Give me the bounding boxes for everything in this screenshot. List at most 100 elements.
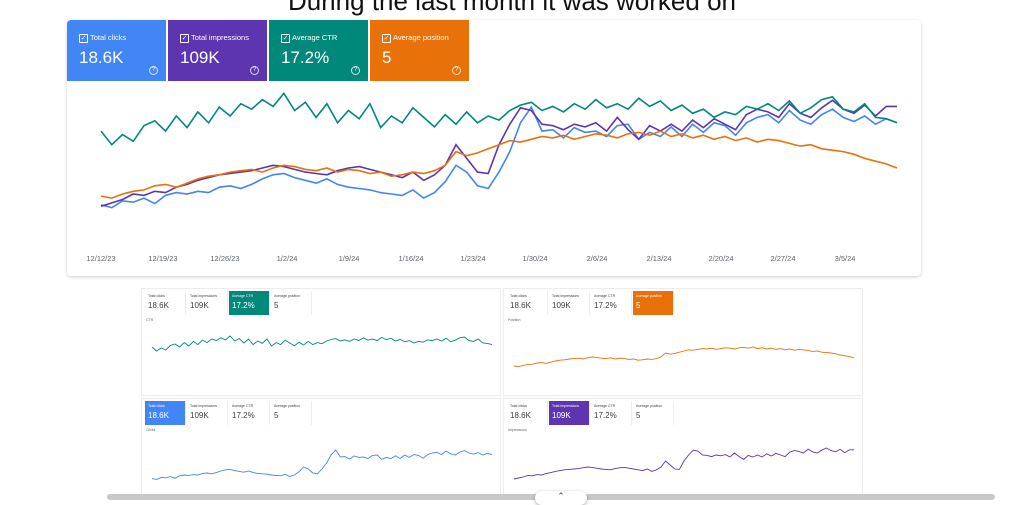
mini-axis-title: Clicks (146, 428, 156, 432)
x-tick-label: 1/9/24 (339, 254, 360, 263)
tile-value: 109K (180, 48, 220, 67)
mini-series-line (513, 447, 854, 480)
x-tick-label: 1/30/24 (522, 254, 547, 263)
tile-value: 17.2% (281, 48, 330, 67)
x-tick-label: 12/19/23 (148, 254, 177, 263)
help-circle-icon[interactable]: ? (250, 66, 259, 75)
series-line-total-clicks (100, 105, 898, 209)
mini-line-chart (513, 447, 854, 480)
mini-tile[interactable]: Average CTR 17.2% (591, 291, 632, 315)
checkbox-icon[interactable]: ✓ (281, 34, 290, 43)
help-circle-icon[interactable]: ? (351, 66, 360, 75)
mini-metric-tiles: Total clicks 18.6K Total impressions 109K Av… (507, 291, 675, 315)
mini-axis-title: Position (508, 318, 521, 322)
x-tick-label: 2/13/24 (646, 254, 671, 263)
tile-average-ctr[interactable]: ✓ Average CTR 17.2% ? (269, 20, 368, 81)
mini-tile[interactable]: Average position 5 (633, 401, 674, 425)
mini-tile-label: Total clicks (510, 404, 527, 408)
mini-axis-title: CTR (146, 318, 154, 322)
help-circle-icon[interactable]: ? (149, 66, 158, 75)
mini-tile-value: 5 (274, 411, 279, 420)
tile-total-impressions[interactable]: ✓ Total impressions 109K ? (168, 20, 267, 81)
mini-series-line (513, 346, 855, 368)
mini-tile-label: Average position (274, 294, 301, 298)
mini-tile[interactable]: Average CTR 17.2% (229, 401, 270, 425)
mini-tile-label: Total impressions (190, 294, 218, 298)
mini-tile-value: 109K (552, 301, 571, 310)
series-line-total-impressions (100, 99, 897, 208)
mini-tile-label: Total impressions (190, 404, 218, 408)
mini-tile-label: Total impressions (552, 404, 580, 408)
page-heading: During the last month it was worked on (288, 0, 736, 16)
performance-line-chart: 12/12/23 12/19/23 12/26/23 1/2/24 1/9/24 1/16… (86, 92, 898, 263)
mini-tile-value: 5 (636, 301, 641, 310)
mini-tile[interactable]: Total clicks 18.6K (507, 291, 548, 315)
mini-tile-label: Total impressions (552, 294, 580, 298)
series-line-average-position (100, 130, 898, 199)
x-tick-label: 2/27/24 (770, 254, 795, 263)
mini-tile-value: 5 (636, 411, 641, 420)
tile-label: Total clicks (90, 33, 127, 42)
mini-report-ctr: Total clicks 18.6K Total impressions 109K Av… (141, 288, 501, 396)
x-tick-label: 12/26/23 (210, 254, 239, 263)
mini-tile-value: 18.6K (510, 411, 531, 420)
tile-label: Total impressions (191, 33, 249, 42)
mini-tile-label: Average position (274, 404, 301, 408)
tile-total-clicks[interactable]: ✓ Total clicks 18.6K ? (67, 20, 166, 81)
chevron-up-icon[interactable]: ⌃ (535, 491, 587, 505)
x-tick-label: 12/12/23 (86, 254, 115, 263)
mini-metric-tiles: Total clicks 18.6K Total impressions 109K Av… (145, 401, 313, 425)
mini-tile-value: 109K (190, 411, 209, 420)
x-tick-label: 2/6/24 (587, 254, 608, 263)
mini-tile[interactable]: Average position 5 (271, 291, 312, 315)
mini-line-chart (151, 449, 493, 480)
mini-tile-value: 18.6K (148, 301, 169, 310)
mini-tile-value: 17.2% (232, 411, 255, 420)
mini-line-chart (513, 346, 855, 368)
tile-label: Average CTR (292, 33, 338, 42)
checkbox-icon[interactable]: ✓ (79, 34, 88, 43)
mini-tile[interactable]: Average CTR 17.2% (591, 401, 632, 425)
help-circle-icon[interactable]: ? (452, 66, 461, 75)
mini-tile[interactable]: Average position 5 (271, 401, 312, 425)
mini-tile-label: Average position (636, 404, 663, 408)
tile-label: Average position (393, 33, 449, 42)
mini-tile[interactable]: Total impressions 109K (549, 291, 590, 315)
checkbox-icon[interactable]: ✓ (180, 34, 189, 43)
mini-tile-value: 18.6K (148, 411, 169, 420)
x-tick-label: 3/5/24 (835, 254, 856, 263)
series-line-average-ctr (100, 92, 898, 146)
mini-tile[interactable]: Total impressions 109K (549, 401, 590, 425)
tile-average-position[interactable]: ✓ Average position 5 ? (370, 20, 469, 81)
mini-tile[interactable]: Average CTR 17.2% (229, 291, 270, 315)
mini-tile-value: 109K (190, 301, 209, 310)
tile-value: 18.6K (79, 48, 124, 67)
mini-tile[interactable]: Average position 5 (633, 291, 674, 315)
mini-tile[interactable]: Total impressions 109K (187, 401, 228, 425)
mini-tile-label: Average CTR (232, 404, 254, 408)
mini-line-chart (151, 335, 493, 352)
mini-tile[interactable]: Total clicks 18.6K (145, 401, 186, 425)
mini-tile[interactable]: Total clicks 18.6K (507, 401, 548, 425)
performance-card: ✓ Total clicks 18.6K ? ✓ Total impressio… (67, 20, 921, 276)
mini-report-position: Total clicks 18.6K Total impressions 109K Av… (503, 288, 863, 396)
mini-tile[interactable]: Total impressions 109K (187, 291, 228, 315)
mini-tile-label: Average CTR (594, 404, 616, 408)
x-tick-label: 1/23/24 (460, 254, 485, 263)
mini-metric-tiles: Total clicks 18.6K Total impressions 109K Av… (507, 401, 675, 425)
mini-series-line (151, 449, 493, 480)
mini-series-line (151, 335, 493, 352)
checkbox-icon[interactable]: ✓ (382, 34, 391, 43)
mini-tile[interactable]: Total clicks 18.6K (145, 291, 186, 315)
mini-tile-value: 18.6K (510, 301, 531, 310)
mini-tile-label: Total clicks (510, 294, 527, 298)
mini-tile-label: Total clicks (148, 404, 165, 408)
x-tick-label: 1/2/24 (277, 254, 298, 263)
tile-value: 5 (382, 48, 392, 67)
mini-tile-value: 17.2% (594, 301, 617, 310)
mini-metric-tiles: Total clicks 18.6K Total impressions 109K Av… (145, 291, 313, 315)
mini-tile-value: 17.2% (594, 411, 617, 420)
mini-tile-value: 109K (552, 411, 571, 420)
x-tick-label: 2/20/24 (708, 254, 733, 263)
x-tick-label: 1/16/24 (398, 254, 423, 263)
